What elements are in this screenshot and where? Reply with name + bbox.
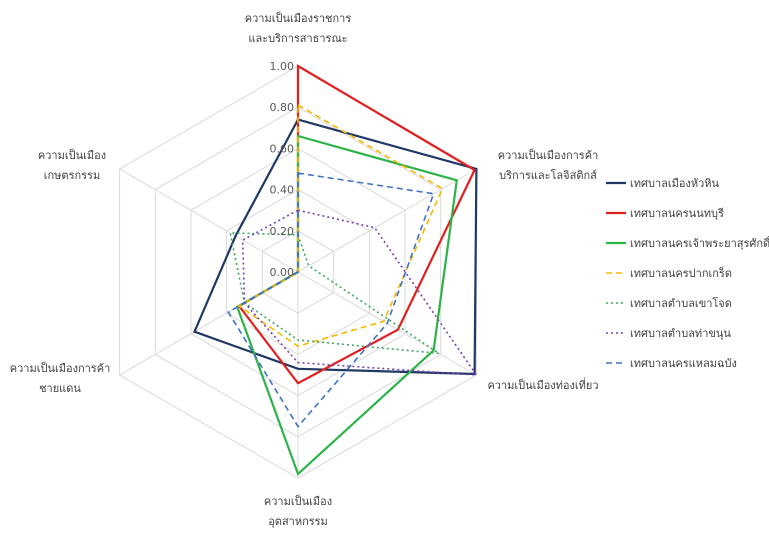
legend-label: เทศบาลเมืองหัวหิน bbox=[630, 177, 720, 190]
legend-label: เทศบาลนครเจ้าพระยาสุรศักดิ์ bbox=[630, 235, 769, 250]
axis-label: เกษตรกรรม bbox=[44, 169, 100, 182]
axis-label: ความเป็นเมืองท่องเที่ยว bbox=[487, 377, 598, 392]
axis-label: ชายแดน bbox=[39, 382, 81, 395]
tick-label: 0.40 bbox=[270, 184, 295, 197]
tick-label: 1.00 bbox=[270, 60, 295, 73]
axis-label: ความเป็นเมืองราชการ bbox=[245, 11, 352, 25]
axis-label: ความเป็นเมืองการค้า bbox=[10, 361, 111, 375]
legend-label: เทศบาลนครแหลมฉบัง bbox=[630, 357, 737, 370]
tick-label: 0.60 bbox=[270, 142, 295, 155]
legend-label: เทศบาลนครปากเกร็ด bbox=[630, 266, 732, 280]
grid-spoke bbox=[119, 168, 299, 273]
axis-label: ความเป็นเมือง bbox=[38, 148, 106, 162]
legend-label: เทศบาลตำบลท่าขนุน bbox=[630, 327, 731, 340]
axis-label: และบริการสาธารณะ bbox=[248, 32, 347, 45]
tick-label: 0.00 bbox=[270, 266, 295, 279]
tick-label: 0.20 bbox=[270, 225, 295, 238]
legend-label: เทศบาลนครนนทบุรี bbox=[630, 207, 724, 220]
axis-label: ความเป็นเมืองการค้า bbox=[498, 148, 599, 162]
legend-label: เทศบาลตำบลเขาโจด bbox=[630, 296, 732, 310]
tick-label: 0.80 bbox=[270, 101, 295, 114]
series-line bbox=[193, 118, 478, 376]
axis-label: อุตสาหกรรม bbox=[268, 515, 328, 528]
series-line bbox=[229, 232, 440, 355]
series-line bbox=[241, 209, 479, 376]
axis-label: ความเป็นเมือง bbox=[264, 494, 332, 508]
axis-label: บริการและโลจิสติกส์ bbox=[499, 168, 597, 182]
grid-spoke bbox=[297, 168, 477, 273]
series-line bbox=[227, 172, 435, 428]
